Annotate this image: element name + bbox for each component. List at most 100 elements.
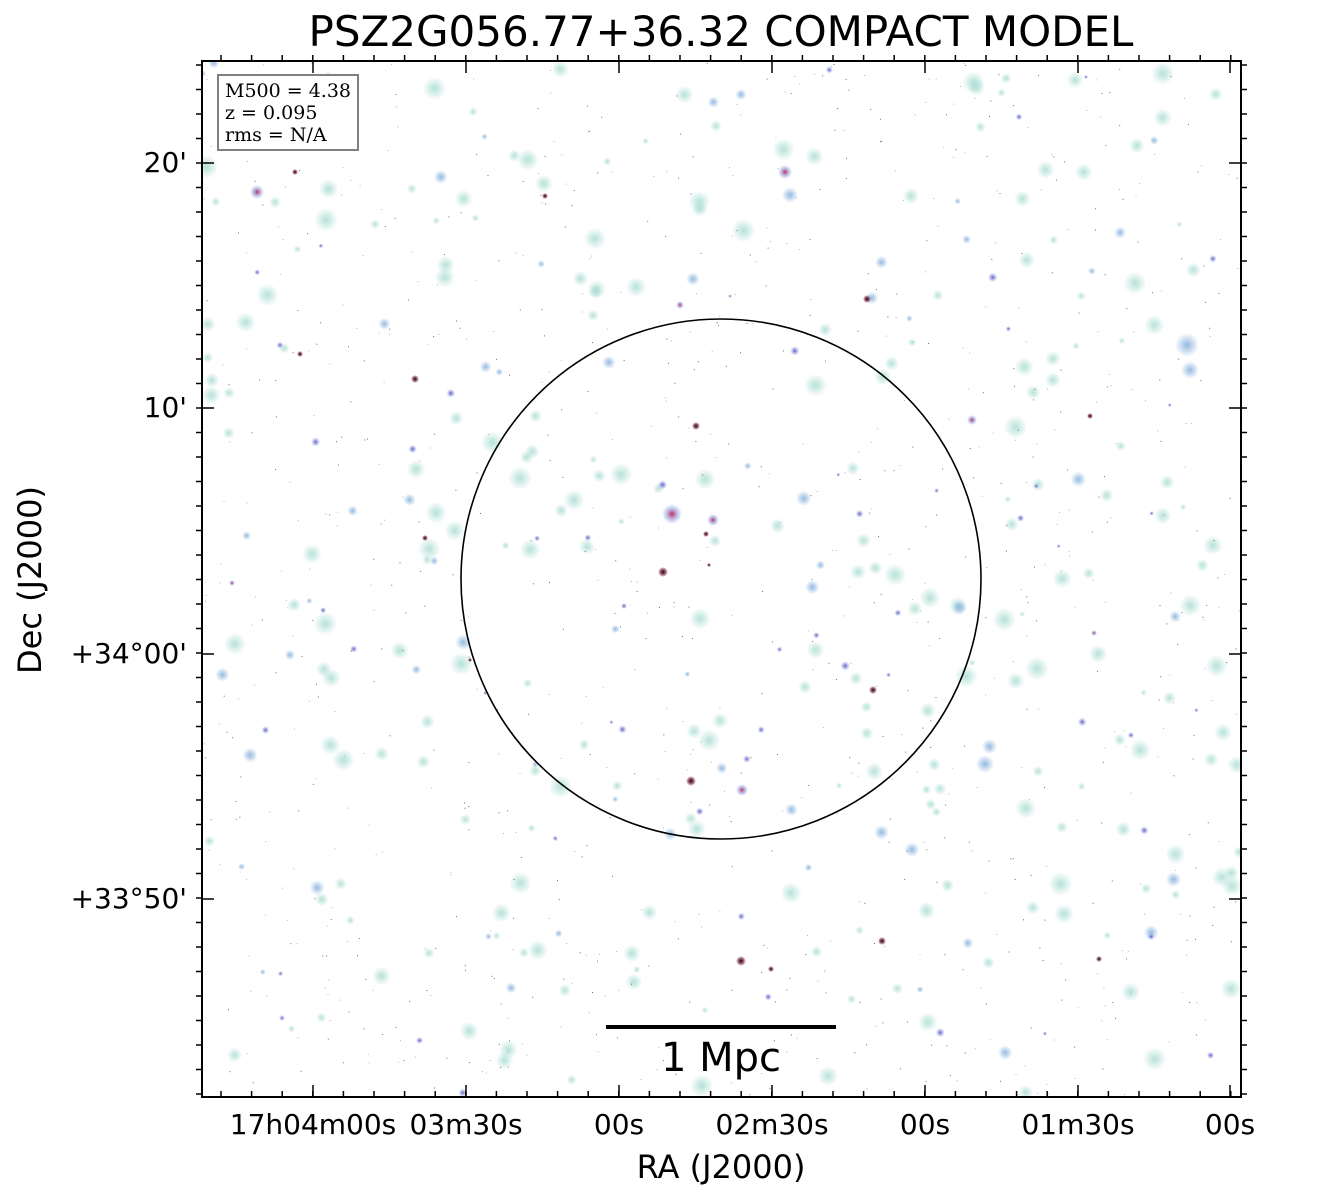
noise-speck xyxy=(686,769,688,771)
faint-source xyxy=(1025,900,1040,915)
faint-source xyxy=(558,984,572,997)
noise-speck xyxy=(695,293,697,295)
noise-speck xyxy=(419,460,421,462)
noise-speck xyxy=(693,369,695,371)
noise-speck xyxy=(836,813,838,815)
noise-speck xyxy=(314,898,316,900)
noise-speck xyxy=(822,75,824,77)
faint-source xyxy=(868,560,883,575)
noise-speck xyxy=(1014,439,1016,441)
noise-speck xyxy=(873,602,875,604)
blue-source xyxy=(785,803,798,817)
noise-speck xyxy=(223,695,225,697)
noise-speck xyxy=(689,331,691,333)
compact-source xyxy=(1077,717,1087,727)
noise-speck xyxy=(589,754,591,756)
noise-speck xyxy=(630,580,632,582)
noise-speck xyxy=(974,98,976,100)
noise-speck xyxy=(420,570,422,572)
faint-source xyxy=(1049,235,1059,245)
faint-source xyxy=(406,183,417,194)
noise-speck xyxy=(459,327,461,329)
compact-source xyxy=(277,970,284,977)
faint-source xyxy=(1159,475,1175,490)
noise-speck xyxy=(500,1066,502,1068)
noise-speck xyxy=(858,451,860,453)
noise-speck xyxy=(1182,991,1184,993)
noise-speck xyxy=(366,438,368,440)
faint-source xyxy=(611,780,623,792)
blue-source xyxy=(796,490,812,506)
compact-source xyxy=(1005,325,1012,332)
noise-speck xyxy=(882,1022,884,1024)
faint-source xyxy=(522,678,533,688)
noise-speck xyxy=(731,235,733,237)
noise-speck xyxy=(1209,327,1211,329)
noise-speck xyxy=(680,133,682,135)
noise-speck xyxy=(1133,331,1135,333)
noise-speck xyxy=(382,851,384,853)
noise-speck xyxy=(468,616,470,618)
faint-source xyxy=(641,904,658,921)
noise-speck xyxy=(560,359,562,361)
noise-speck xyxy=(253,684,255,686)
noise-speck xyxy=(795,197,797,199)
noise-speck xyxy=(394,217,396,219)
compact-source xyxy=(1016,514,1025,522)
noise-speck xyxy=(372,989,374,991)
noise-speck xyxy=(944,954,946,956)
noise-speck xyxy=(916,771,918,773)
faint-source xyxy=(436,255,455,274)
bright-source xyxy=(707,514,719,526)
noise-speck xyxy=(1189,915,1191,917)
blue-source xyxy=(309,880,325,896)
noise-speck xyxy=(1104,476,1105,477)
noise-speck xyxy=(942,468,943,470)
faint-source xyxy=(686,723,702,740)
blue-source xyxy=(554,929,563,938)
noise-speck xyxy=(799,83,801,85)
faint-source xyxy=(708,534,722,547)
noise-speck xyxy=(701,926,703,928)
compact-source xyxy=(261,726,270,735)
noise-speck xyxy=(289,481,291,483)
faint-source xyxy=(1170,890,1181,900)
noise-speck xyxy=(636,581,638,583)
noise-speck xyxy=(963,745,965,747)
faint-source xyxy=(370,219,380,229)
noise-speck xyxy=(766,227,768,229)
noise-speck xyxy=(807,630,809,632)
compact-source xyxy=(1033,483,1039,489)
noise-speck xyxy=(889,818,891,820)
noise-speck xyxy=(761,971,763,973)
blue-source xyxy=(1143,925,1159,940)
noise-speck xyxy=(430,995,432,996)
noise-speck xyxy=(599,953,601,955)
noise-speck xyxy=(389,333,391,335)
noise-speck xyxy=(239,871,241,873)
noise-speck xyxy=(370,584,372,586)
noise-speck xyxy=(1121,950,1123,952)
noise-speck xyxy=(1103,987,1105,989)
noise-speck xyxy=(1037,1092,1039,1094)
noise-speck xyxy=(1177,644,1179,645)
noise-speck xyxy=(275,672,277,674)
faint-source xyxy=(235,312,256,333)
noise-speck xyxy=(1034,566,1035,568)
noise-speck xyxy=(238,232,239,234)
noise-speck xyxy=(1102,761,1104,763)
noise-speck xyxy=(203,198,205,200)
noise-speck xyxy=(907,690,909,692)
noise-speck xyxy=(507,810,509,812)
noise-speck xyxy=(597,579,599,581)
faint-source xyxy=(1142,1047,1167,1071)
noise-speck xyxy=(763,944,765,946)
noise-speck xyxy=(391,64,393,66)
faint-source xyxy=(917,901,936,920)
noise-speck xyxy=(1086,110,1088,112)
noise-speck xyxy=(435,947,437,949)
noise-speck xyxy=(1104,747,1106,749)
blue-source xyxy=(997,1045,1013,1060)
noise-speck xyxy=(1218,607,1220,609)
noise-speck xyxy=(308,350,310,352)
